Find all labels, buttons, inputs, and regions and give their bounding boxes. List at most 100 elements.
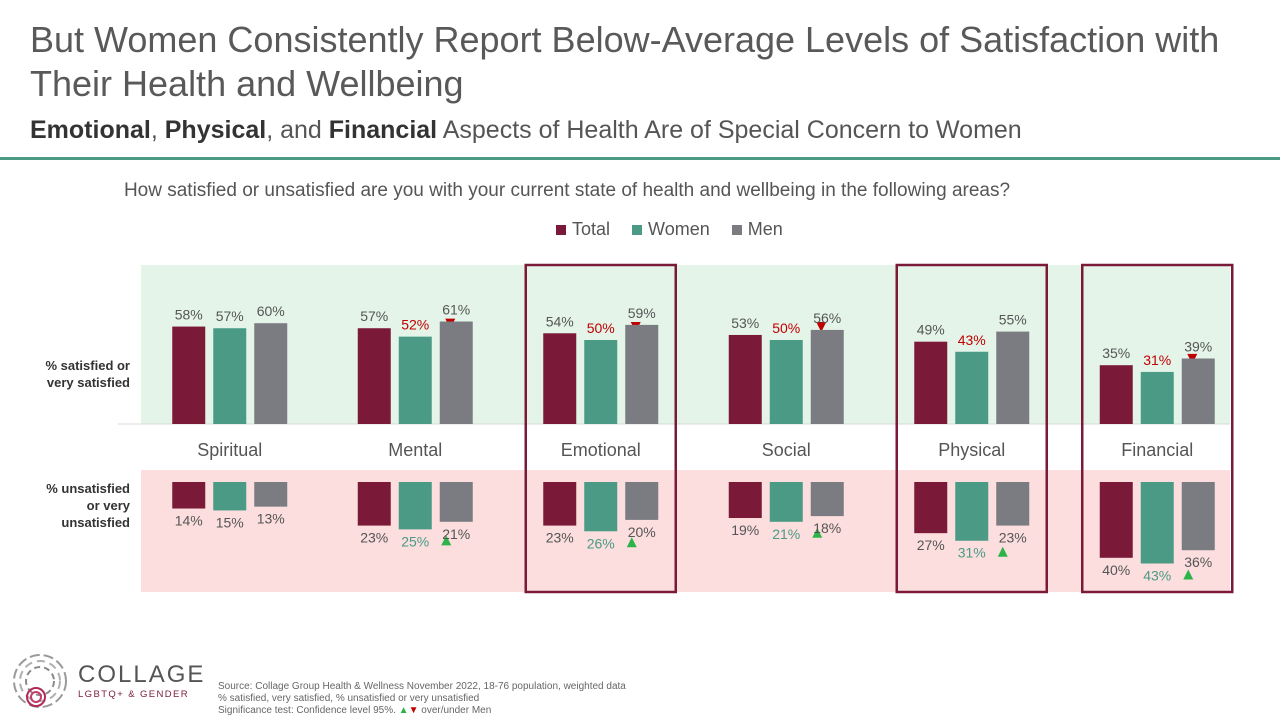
source-line-3: Significance test: Confidence level 95%.… bbox=[218, 705, 626, 717]
unsatisfied-women-emotional-label: 26% bbox=[587, 535, 615, 551]
satisfied-total-mental-bar bbox=[357, 328, 391, 424]
unsatisfied-total-spiritual-label: 14% bbox=[175, 513, 203, 529]
unsatisfied-total-physical-label: 27% bbox=[917, 537, 945, 553]
satisfied-total-spiritual-bar bbox=[172, 326, 206, 424]
unsatisfied-women-financial-sig-up-icon bbox=[1183, 569, 1194, 580]
category-label-mental: Mental bbox=[388, 440, 442, 460]
satisfied-men-social-label: 56% bbox=[813, 310, 841, 326]
satisfied-men-mental-label: 61% bbox=[442, 302, 470, 318]
row-label-satisfied-line-2: very satisfied bbox=[46, 375, 130, 390]
subtitle-emotional: Emotional bbox=[30, 116, 151, 144]
logo-tagline: LGBTQ+ & GENDER bbox=[78, 689, 190, 700]
satisfied-men-physical-label: 55% bbox=[999, 312, 1027, 328]
legend-item-total: Total bbox=[556, 219, 610, 240]
row-label-unsatisfied-line-1: % unsatisfied bbox=[46, 481, 130, 496]
legend-swatch-women bbox=[632, 224, 643, 235]
subtitle-rest: Aspects of Health Are of Special Concern… bbox=[437, 116, 1022, 144]
unsatisfied-total-emotional-bar bbox=[543, 482, 577, 526]
satisfied-women-mental-label: 52% bbox=[401, 317, 429, 333]
page-subtitle: Emotional, Physical, and Financial Aspec… bbox=[30, 116, 1022, 145]
highlight-box-emotional bbox=[524, 263, 677, 594]
category-label-emotional: Emotional bbox=[561, 440, 641, 460]
unsatisfied-total-financial-bar bbox=[1099, 482, 1133, 558]
source-note: Source: Collage Group Health & Wellness … bbox=[218, 681, 626, 717]
unsatisfied-total-physical-bar bbox=[914, 482, 948, 534]
satisfied-women-financial-bar bbox=[1140, 371, 1174, 424]
highlight-box-financial bbox=[1081, 263, 1234, 594]
unsatisfied-women-social-bar bbox=[769, 482, 803, 522]
logo-wordmark: COLLAGE bbox=[78, 661, 206, 688]
unsatisfied-women-financial-label: 43% bbox=[1143, 567, 1171, 583]
unsatisfied-men-emotional-label: 20% bbox=[628, 524, 656, 540]
satisfied-women-physical-label: 43% bbox=[958, 332, 986, 348]
satisfied-women-spiritual-label: 57% bbox=[216, 308, 244, 324]
satisfied-women-financial-label: 31% bbox=[1143, 352, 1171, 368]
sig-down-icon: ▼ bbox=[408, 705, 419, 716]
satisfied-men-social-bar bbox=[810, 329, 844, 424]
satisfied-men-spiritual-label: 60% bbox=[257, 303, 285, 319]
header-rule bbox=[0, 157, 1280, 160]
unsatisfied-women-physical-bar bbox=[955, 482, 989, 541]
unsatisfied-men-physical-label: 23% bbox=[999, 530, 1027, 546]
unsatisfied-men-emotional-bar bbox=[625, 482, 659, 520]
satisfied-total-physical-label: 49% bbox=[917, 322, 945, 338]
satisfied-men-financial-bar bbox=[1181, 358, 1215, 424]
unsatisfied-men-financial-bar bbox=[1181, 482, 1215, 551]
satisfied-total-emotional-label: 54% bbox=[546, 313, 574, 329]
satisfied-women-emotional-bar bbox=[584, 340, 618, 424]
legend-item-women: Women bbox=[632, 219, 710, 240]
unsatisfied-panel-bg bbox=[141, 470, 1230, 592]
subtitle-sep-2: , and bbox=[266, 116, 329, 144]
row-label-unsatisfied: % unsatisfied or very unsatisfied bbox=[10, 480, 130, 531]
unsatisfied-women-mental-sig-up-icon bbox=[441, 535, 452, 546]
category-label-social: Social bbox=[762, 440, 811, 460]
legend-swatch-total bbox=[556, 224, 566, 235]
satisfied-men-spiritual-bar bbox=[254, 323, 288, 424]
row-label-satisfied: % satisfied or very satisfied bbox=[10, 357, 130, 391]
satisfied-panel-bg bbox=[141, 265, 1230, 424]
row-label-unsatisfied-line-2: or very bbox=[86, 498, 130, 513]
unsatisfied-women-social-label: 21% bbox=[772, 526, 800, 542]
unsatisfied-men-spiritual-bar bbox=[254, 482, 288, 507]
category-label-financial: Financial bbox=[1121, 440, 1193, 460]
unsatisfied-women-social-sig-up-icon bbox=[812, 527, 823, 538]
satisfied-total-financial-bar bbox=[1099, 365, 1133, 424]
subtitle-physical: Physical bbox=[164, 116, 267, 144]
page-title: But Women Consistently Report Below-Aver… bbox=[30, 19, 1220, 104]
unsatisfied-total-emotional-label: 23% bbox=[546, 530, 574, 546]
unsatisfied-total-social-label: 19% bbox=[731, 522, 759, 538]
unsatisfied-women-spiritual-bar bbox=[213, 482, 247, 511]
subtitle-financial: Financial bbox=[328, 116, 438, 144]
sig-prefix: Significance test: Confidence level 95%. bbox=[218, 705, 399, 716]
satisfied-men-financial-label: 39% bbox=[1184, 338, 1212, 354]
collage-logo-mark bbox=[13, 654, 67, 708]
unsatisfied-women-emotional-sig-up-icon bbox=[626, 537, 637, 548]
sig-suffix: over/under Men bbox=[418, 705, 492, 716]
legend-item-men: Men bbox=[731, 219, 783, 240]
satisfied-women-social-bar bbox=[769, 340, 803, 424]
chart-question: How satisfied or unsatisfied are you wit… bbox=[123, 180, 1011, 201]
satisfied-total-spiritual-label: 58% bbox=[175, 307, 203, 323]
satisfied-women-mental-bar bbox=[398, 336, 432, 424]
unsatisfied-men-social-label: 18% bbox=[813, 520, 841, 536]
source-line-2: % satisfied, very satisfied, % unsatisfi… bbox=[218, 693, 480, 704]
unsatisfied-men-financial-label: 36% bbox=[1184, 554, 1212, 570]
legend-label-women: Women bbox=[648, 219, 710, 239]
unsatisfied-total-mental-label: 23% bbox=[360, 530, 388, 546]
unsatisfied-women-financial-bar bbox=[1140, 482, 1174, 564]
unsatisfied-men-spiritual-label: 13% bbox=[257, 511, 285, 527]
satisfied-total-social-bar bbox=[728, 334, 762, 424]
unsatisfied-women-physical-label: 31% bbox=[958, 545, 986, 561]
satisfied-women-social-sig-down-icon bbox=[816, 322, 827, 332]
legend-swatch-men bbox=[731, 224, 742, 235]
unsatisfied-men-social-bar bbox=[810, 482, 844, 517]
satisfied-men-emotional-label: 59% bbox=[628, 305, 656, 321]
collage-logo: COLLAGE LGBTQ+ & GENDER bbox=[10, 645, 210, 717]
subtitle-sep-1: , bbox=[150, 116, 165, 144]
satisfied-women-social-label: 50% bbox=[772, 320, 800, 336]
legend-label-men: Men bbox=[747, 219, 783, 239]
category-label-physical: Physical bbox=[938, 440, 1005, 460]
unsatisfied-total-social-bar bbox=[728, 482, 762, 519]
unsatisfied-men-mental-label: 21% bbox=[442, 526, 470, 542]
